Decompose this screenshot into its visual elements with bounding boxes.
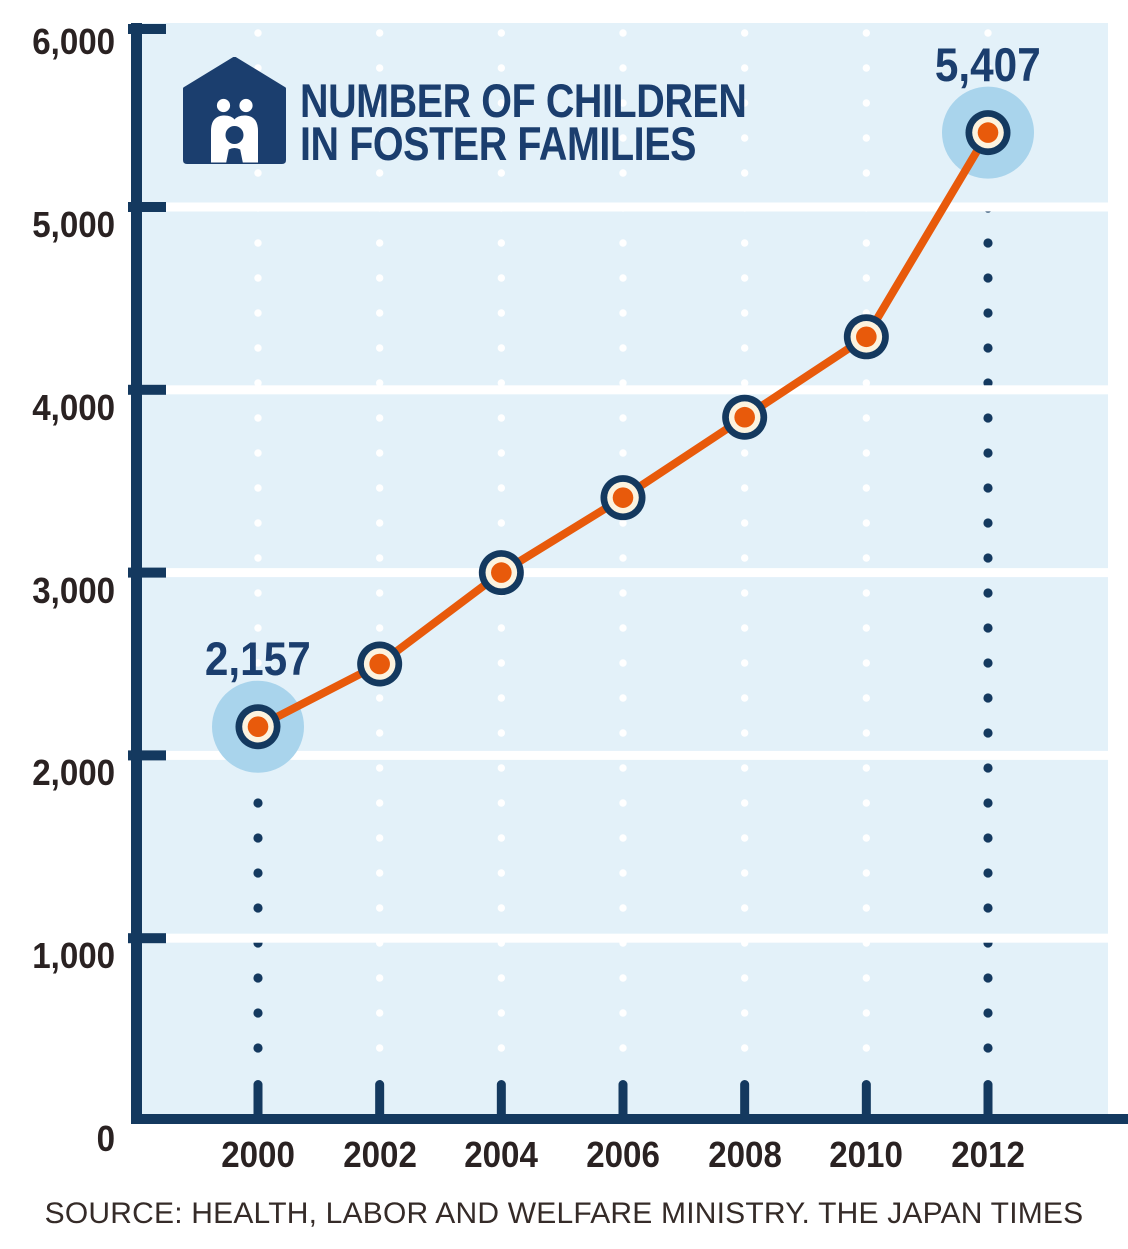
data-point-value-label: 2,157 (205, 631, 311, 685)
family-in-house-icon (183, 57, 286, 164)
y-axis-label: 3,000 (32, 569, 115, 611)
data-point-markers (235, 110, 1011, 750)
y-axis-ticks (128, 24, 166, 944)
y-axis-label: 5,000 (32, 204, 115, 245)
chart-title: NUMBER OF CHILDREN IN FOSTER FAMILIES (300, 74, 831, 170)
chart-title-line2: IN FOSTER FAMILIES (300, 117, 697, 170)
chart-title-line1: NUMBER OF CHILDREN (300, 74, 747, 127)
y-axis-line (131, 23, 142, 1124)
source-credit: SOURCE: HEALTH, LABOR AND WELFARE MINIST… (44, 1197, 1084, 1230)
x-axis-label: 2008 (707, 1134, 782, 1175)
y-axis-label: 1,000 (32, 935, 115, 977)
y-axis-label: 6,000 (32, 21, 115, 63)
gridlines (143, 202, 1108, 943)
data-point-value-label: 5,407 (935, 37, 1041, 91)
y-axis-label: 0 (96, 1118, 115, 1159)
x-axis-line (131, 1114, 1128, 1124)
x-axis-label: 2004 (464, 1134, 539, 1175)
x-axis-label: 2012 (951, 1134, 1025, 1175)
x-axis-ticks (253, 1080, 993, 1120)
x-axis-label: 2010 (829, 1134, 904, 1175)
x-axis-label: 2006 (586, 1134, 660, 1175)
y-axis-label: 2,000 (32, 752, 115, 794)
x-axis-label: 2002 (342, 1134, 417, 1175)
y-axis-label: 4,000 (32, 386, 115, 428)
x-axis-label: 2000 (221, 1134, 295, 1175)
chart-header: NUMBER OF CHILDREN IN FOSTER FAMILIES (183, 57, 831, 167)
